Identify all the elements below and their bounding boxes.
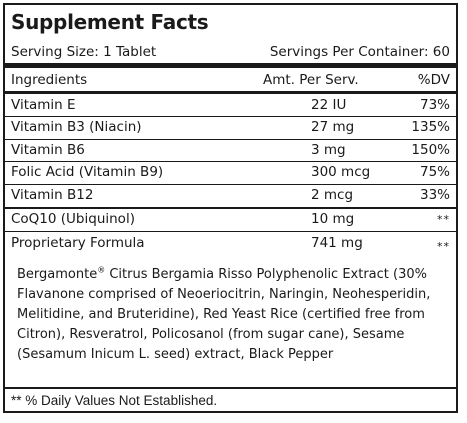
ingredient-amount: 10 mg	[311, 211, 355, 227]
row-divider	[5, 116, 456, 117]
footer-divider	[5, 387, 456, 389]
ingredient-name: Proprietary Formula	[11, 235, 145, 251]
table-row: Proprietary Formula 741 mg **	[11, 234, 450, 253]
ingredient-amount: 2 mcg	[311, 187, 354, 203]
ingredient-dv: 75%	[419, 164, 450, 180]
table-row: Vitamin E 22 IU 73%	[11, 96, 450, 115]
ingredient-amount: 300 mcg	[311, 164, 371, 180]
footnote: ** % Daily Values Not Established.	[11, 393, 218, 408]
section-divider	[5, 207, 456, 209]
ingredient-dv: **	[437, 213, 450, 226]
blend-ingredients: Citrus Bergamia Risso Polyphenolic Extra…	[17, 267, 431, 362]
header-dv: %DV	[417, 72, 450, 88]
servings-per-container: Servings Per Container: 60	[269, 44, 450, 60]
row-divider	[5, 231, 456, 232]
registered-mark: ®	[97, 265, 106, 275]
ingredient-dv: 135%	[411, 119, 450, 135]
ingredient-name: Folic Acid (Vitamin B9)	[11, 164, 164, 180]
ingredient-name: Vitamin B3 (Niacin)	[11, 119, 142, 135]
thick-divider	[5, 63, 456, 68]
table-row: Vitamin B3 (Niacin) 27 mg 135%	[11, 118, 450, 137]
row-divider	[5, 184, 456, 185]
ingredient-dv: **	[437, 240, 450, 253]
row-divider	[5, 161, 456, 162]
table-row: Vitamin B6 3 mg 150%	[11, 141, 450, 160]
table-row: Vitamin B12 2 mcg 33%	[11, 186, 450, 205]
ingredient-name: Vitamin B12	[11, 187, 94, 203]
ingredient-name: CoQ10 (Ubiquinol)	[11, 211, 135, 227]
ingredient-amount: 3 mg	[311, 142, 346, 158]
table-row: Folic Acid (Vitamin B9) 300 mcg 75%	[11, 163, 450, 182]
ingredient-dv: 33%	[419, 187, 450, 203]
panel-title: Supplement Facts	[11, 10, 209, 34]
supplement-facts-panel: Supplement Facts Serving Size: 1 Tablet …	[3, 3, 458, 413]
ingredient-amount: 22 IU	[311, 97, 347, 113]
ingredient-dv: 150%	[411, 142, 450, 158]
ingredient-name: Vitamin E	[11, 97, 76, 113]
header-ingredients: Ingredients	[11, 72, 88, 88]
proprietary-blend-description: Bergamonte® Citrus Bergamia Risso Polyph…	[17, 265, 446, 365]
row-divider	[5, 139, 456, 140]
header-amount: Amt. Per Serv.	[263, 72, 359, 88]
serving-size: Serving Size: 1 Tablet	[11, 44, 157, 60]
header-divider	[5, 91, 456, 94]
ingredient-dv: 73%	[419, 97, 450, 113]
ingredient-amount: 741 mg	[311, 235, 363, 251]
ingredient-amount: 27 mg	[311, 119, 355, 135]
blend-brand: Bergamonte	[17, 267, 98, 282]
column-header-row: Ingredients Amt. Per Serv. %DV	[11, 70, 450, 90]
table-row: CoQ10 (Ubiquinol) 10 mg **	[11, 210, 450, 229]
ingredient-name: Vitamin B6	[11, 142, 85, 158]
serving-info: Serving Size: 1 Tablet Servings Per Cont…	[11, 43, 450, 61]
